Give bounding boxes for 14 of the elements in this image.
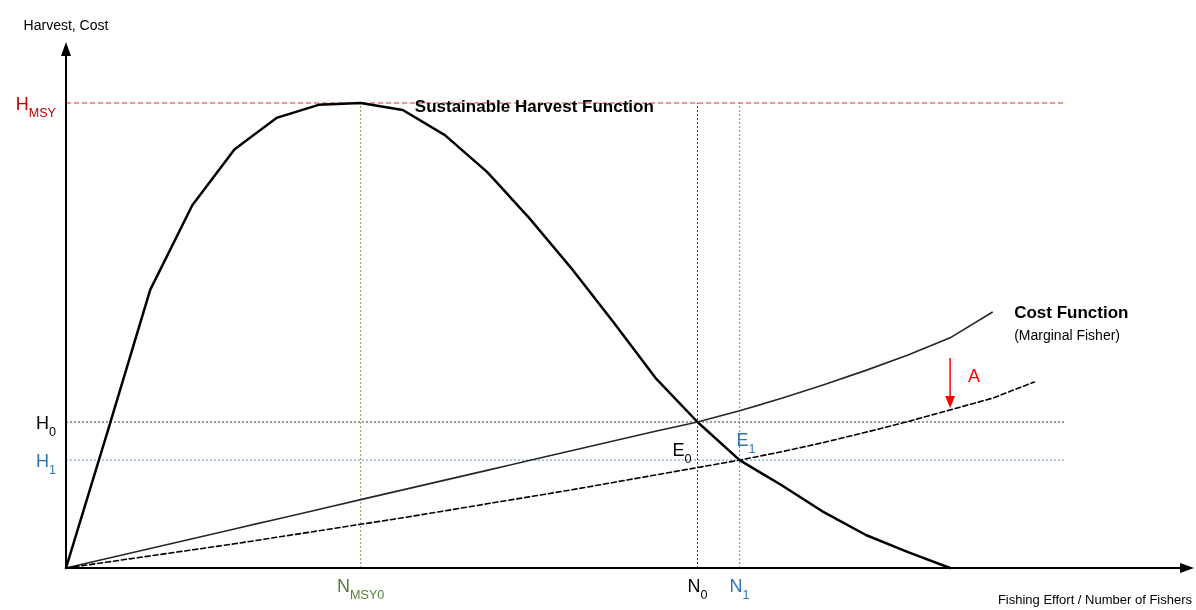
x-tick-label: N$_{MSY0}$: [337, 576, 385, 602]
ref-line-label: H$_{1}$: [35, 451, 56, 478]
x-tick-label: N$_{1}$: [729, 576, 750, 602]
annotation: E$_{1}$: [736, 430, 756, 457]
x-tick-label: N$_{0}$: [687, 576, 708, 602]
series-label: Sustainable Harvest Function: [414, 96, 654, 116]
annotation: (Marginal Fisher): [1014, 327, 1121, 344]
annotation: A: [968, 365, 981, 386]
y-axis-title: Harvest, Cost: [23, 17, 109, 33]
ref-line-label: H$_{0}$: [35, 412, 56, 439]
ref-line-label: H$_{MSY}$: [15, 94, 57, 120]
series-label: Cost Function: [1014, 303, 1129, 323]
x-axis-title: Fishing Effort / Number of Fishers: [997, 592, 1193, 607]
annotation: E$_{0}$: [672, 440, 692, 467]
